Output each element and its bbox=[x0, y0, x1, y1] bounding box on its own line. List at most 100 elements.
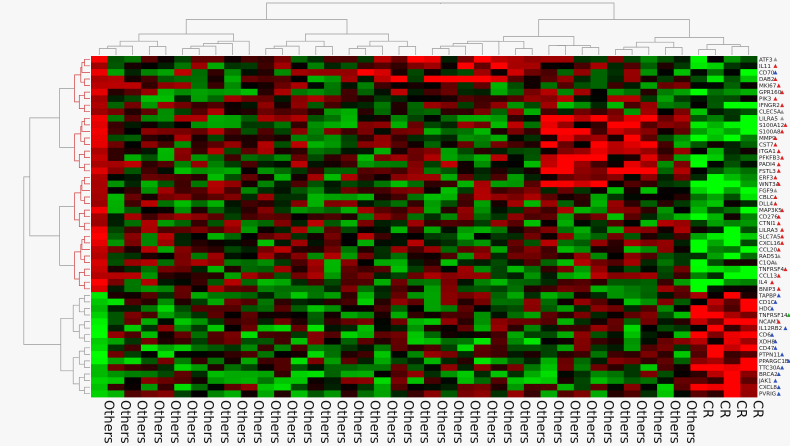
heatmap-cell bbox=[124, 219, 142, 227]
heatmap-cell bbox=[240, 88, 258, 96]
heatmap-cell bbox=[457, 174, 475, 181]
heatmap-cell bbox=[673, 82, 691, 90]
heatmap-cell bbox=[690, 121, 708, 129]
heatmap-cell bbox=[473, 246, 491, 254]
heatmap-cell bbox=[623, 331, 641, 339]
heatmap-cell bbox=[157, 357, 175, 365]
heatmap-cell bbox=[390, 121, 408, 129]
heatmap-cell bbox=[507, 252, 525, 260]
heatmap-cell bbox=[257, 219, 275, 227]
heatmap-cell bbox=[357, 278, 375, 286]
heatmap-cell bbox=[473, 213, 491, 221]
heatmap-cell bbox=[440, 351, 458, 359]
heatmap-cell bbox=[707, 305, 725, 313]
heatmap-cell bbox=[690, 115, 708, 122]
heatmap-cell bbox=[224, 75, 242, 83]
heatmap-cell bbox=[307, 174, 325, 181]
heatmap-cell bbox=[573, 278, 591, 286]
heatmap-cell bbox=[407, 390, 425, 398]
heatmap-cell bbox=[590, 265, 608, 273]
heatmap-cell bbox=[657, 69, 675, 77]
heatmap-cell bbox=[224, 292, 242, 300]
heatmap-cell bbox=[274, 370, 292, 378]
heatmap-cell bbox=[140, 246, 158, 254]
heatmap-cell bbox=[290, 377, 308, 385]
heatmap-cell bbox=[523, 56, 541, 63]
dendrogram-branch bbox=[80, 126, 85, 142]
heatmap-cell bbox=[290, 265, 308, 273]
heatmap-cell bbox=[374, 246, 392, 254]
heatmap-cell bbox=[590, 252, 608, 260]
heatmap-cell bbox=[274, 95, 292, 103]
heatmap-cell bbox=[424, 390, 442, 398]
heatmap-cell bbox=[140, 69, 158, 77]
heatmap-cell bbox=[473, 331, 491, 339]
heatmap-cell bbox=[107, 292, 125, 300]
heatmap-cell bbox=[690, 252, 708, 260]
heatmap-cell bbox=[324, 193, 342, 201]
heatmap-cell bbox=[673, 147, 691, 155]
heatmap-cell bbox=[140, 88, 158, 96]
heatmap-cell bbox=[740, 390, 758, 398]
heatmap-cell bbox=[190, 219, 208, 227]
heatmap-cell bbox=[107, 141, 125, 149]
heatmap-cell bbox=[240, 200, 258, 208]
dendrogram-branch bbox=[84, 91, 90, 99]
heatmap-cell bbox=[507, 285, 525, 293]
heatmap-cell bbox=[607, 193, 625, 201]
heatmap-cell bbox=[540, 259, 558, 267]
heatmap-cell bbox=[723, 259, 741, 267]
heatmap-cell bbox=[690, 239, 708, 247]
heatmap-cell bbox=[407, 351, 425, 359]
row-label: MAP3K5 bbox=[759, 208, 782, 214]
row-marker-icon bbox=[776, 181, 781, 186]
heatmap-cell bbox=[657, 305, 675, 313]
row-label: C1QA bbox=[759, 261, 775, 267]
heatmap-cell bbox=[690, 370, 708, 378]
dendrogram-branch bbox=[265, 48, 283, 55]
heatmap-cell bbox=[324, 69, 342, 77]
heatmap-cell bbox=[340, 121, 358, 129]
row-marker-icon bbox=[773, 57, 778, 62]
heatmap-cell bbox=[274, 174, 292, 181]
heatmap-cell bbox=[573, 160, 591, 168]
heatmap-cell bbox=[274, 239, 292, 247]
heatmap-cell bbox=[224, 259, 242, 267]
heatmap-cell bbox=[124, 206, 142, 214]
heatmap-cell bbox=[340, 311, 358, 319]
heatmap-cell bbox=[207, 121, 225, 129]
heatmap-cell bbox=[473, 193, 491, 201]
heatmap-cell bbox=[407, 324, 425, 332]
heatmap-cell bbox=[157, 62, 175, 70]
heatmap-cell bbox=[424, 383, 442, 391]
heatmap-cell bbox=[507, 160, 525, 168]
heatmap-cell bbox=[174, 193, 192, 201]
heatmap-cell bbox=[473, 134, 491, 142]
heatmap-cell bbox=[224, 206, 242, 214]
row-label: JAK1 bbox=[758, 379, 772, 385]
heatmap-cell bbox=[174, 272, 192, 280]
heatmap-cell bbox=[607, 351, 625, 359]
heatmap-cell bbox=[390, 370, 408, 378]
heatmap-cell bbox=[573, 219, 591, 227]
heatmap-cell bbox=[623, 278, 641, 286]
heatmap-cell bbox=[673, 62, 691, 70]
heatmap-cell bbox=[240, 265, 258, 273]
heatmap-cell bbox=[407, 383, 425, 391]
heatmap-cell bbox=[424, 331, 442, 339]
heatmap-cell bbox=[573, 344, 591, 352]
heatmap-cell bbox=[640, 318, 658, 326]
heatmap-cell bbox=[723, 108, 741, 116]
heatmap-cell bbox=[557, 390, 575, 398]
heatmap-cell bbox=[407, 233, 425, 241]
heatmap-cell bbox=[473, 324, 491, 332]
heatmap-cell bbox=[490, 101, 508, 109]
heatmap-cell bbox=[140, 357, 158, 365]
heatmap-cell bbox=[507, 141, 525, 149]
heatmap-cell bbox=[457, 206, 475, 214]
heatmap-cell bbox=[573, 351, 591, 359]
heatmap-cell bbox=[723, 357, 741, 365]
heatmap-cell bbox=[357, 200, 375, 208]
heatmap-cell bbox=[723, 370, 741, 378]
heatmap-cell bbox=[290, 187, 308, 195]
